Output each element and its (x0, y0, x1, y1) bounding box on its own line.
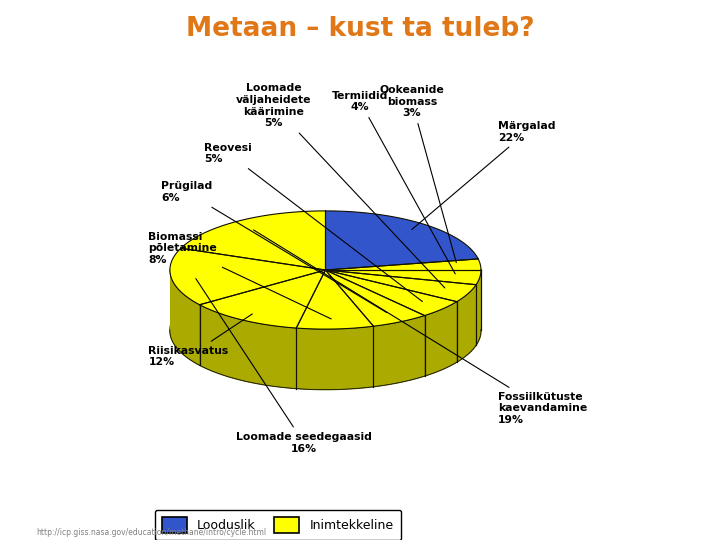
Polygon shape (456, 285, 476, 362)
Text: Märgalad
22%: Märgalad 22% (412, 121, 556, 230)
Polygon shape (325, 270, 481, 285)
Polygon shape (325, 270, 456, 315)
Legend: Looduslik, Inimtekkeline: Looduslik, Inimtekkeline (155, 510, 401, 540)
Polygon shape (297, 270, 374, 329)
Text: http://icp.giss.nasa.gov/education/methane/intro/cycle.html: http://icp.giss.nasa.gov/education/metha… (36, 528, 266, 537)
Polygon shape (476, 270, 481, 345)
Text: Loomade seedegaasid
16%: Loomade seedegaasid 16% (196, 279, 372, 454)
Text: Reovesi
5%: Reovesi 5% (204, 143, 423, 301)
Polygon shape (199, 270, 325, 328)
Polygon shape (325, 270, 476, 302)
Text: Prügilad
6%: Prügilad 6% (161, 181, 387, 313)
Polygon shape (170, 272, 481, 389)
Polygon shape (170, 248, 325, 305)
Polygon shape (374, 315, 425, 387)
Polygon shape (170, 269, 199, 365)
Text: Riisikasvatus
12%: Riisikasvatus 12% (148, 314, 252, 367)
Polygon shape (425, 302, 456, 376)
Polygon shape (297, 326, 374, 389)
Polygon shape (199, 305, 297, 389)
Polygon shape (181, 211, 325, 270)
Text: Fossiilkütuste
kaevandamine
19%: Fossiilkütuste kaevandamine 19% (253, 230, 588, 425)
Text: Ookeanide
biomass
3%: Ookeanide biomass 3% (379, 85, 456, 262)
Text: Metaan – kust ta tuleb?: Metaan – kust ta tuleb? (186, 16, 534, 42)
Text: Termiidid
4%: Termiidid 4% (332, 91, 455, 274)
Polygon shape (325, 211, 478, 270)
Text: Biomassi
põletamine
8%: Biomassi põletamine 8% (148, 232, 331, 319)
Polygon shape (325, 270, 425, 326)
Text: Loomade
väljaheidete
käärimine
5%: Loomade väljaheidete käärimine 5% (236, 84, 445, 288)
Polygon shape (325, 259, 481, 270)
